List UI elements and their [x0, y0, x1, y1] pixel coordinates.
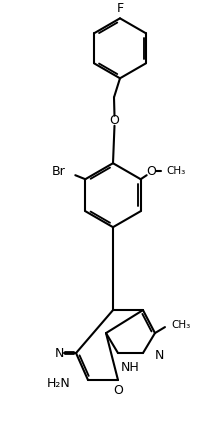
Text: N: N: [54, 347, 64, 359]
Text: CH₃: CH₃: [167, 166, 186, 176]
Text: O: O: [113, 384, 123, 396]
Text: NH: NH: [121, 360, 140, 374]
Text: Br: Br: [51, 165, 65, 178]
Text: N: N: [155, 348, 164, 362]
Text: F: F: [116, 2, 124, 15]
Text: CH₃: CH₃: [171, 320, 190, 330]
Text: H₂N: H₂N: [46, 377, 70, 389]
Text: O: O: [110, 114, 119, 127]
Text: O: O: [147, 165, 157, 178]
